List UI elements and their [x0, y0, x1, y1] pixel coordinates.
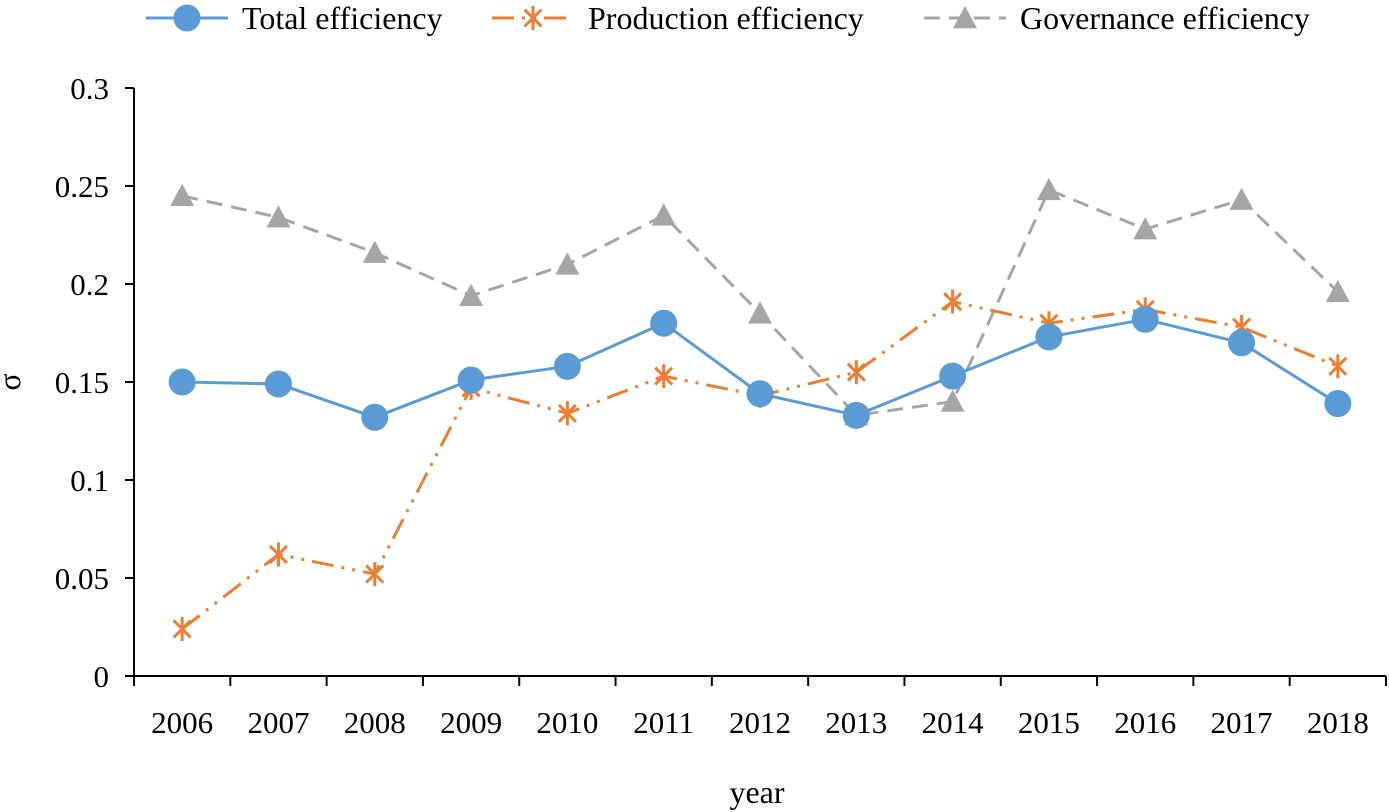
- y-tick-label: 0: [94, 659, 110, 694]
- data-point: [365, 562, 385, 587]
- data-point: [557, 401, 577, 426]
- data-point: [1133, 217, 1158, 240]
- legend-marker: [953, 6, 977, 29]
- x-tick-label: 2016: [1114, 705, 1176, 740]
- data-point: [1324, 390, 1352, 418]
- legend-item: Governance efficiency: [924, 0, 1310, 36]
- data-point: [650, 309, 678, 337]
- data-point: [1229, 187, 1254, 210]
- series-governance-efficiency: [170, 177, 1350, 426]
- y-tick-label: 0.3: [70, 71, 109, 106]
- data-point: [940, 389, 965, 412]
- data-point: [1035, 323, 1063, 351]
- series-layer: [168, 177, 1352, 641]
- legend-item: Production efficiency: [492, 0, 864, 36]
- axes: 0 0.05 0.1 0.15 0.2 0.25 0.3 2006 2007 2008 2009 20…: [55, 71, 1387, 740]
- data-point: [362, 240, 387, 263]
- series-production-efficiency: [172, 289, 1348, 641]
- data-point: [1228, 329, 1256, 357]
- data-point: [651, 203, 676, 226]
- x-tick-label: 2006: [151, 705, 213, 740]
- y-tick-label: 0.25: [55, 169, 109, 204]
- x-tick-label: 2011: [633, 705, 694, 740]
- data-point: [266, 205, 291, 228]
- x-tick-label: 2008: [344, 705, 406, 740]
- legend-label: Governance efficiency: [1020, 0, 1310, 36]
- x-tick-label: 2018: [1307, 705, 1369, 740]
- legend-item: Total efficiency: [146, 0, 443, 36]
- y-tick-label: 0.05: [55, 561, 109, 596]
- data-point: [361, 403, 389, 431]
- series-line: [181, 300, 1339, 631]
- data-point: [168, 368, 196, 396]
- data-point: [746, 380, 774, 408]
- x-tick-label: 2009: [440, 705, 502, 740]
- y-tick-label: 0.2: [70, 267, 109, 302]
- x-tick-label: 2015: [1018, 705, 1080, 740]
- data-point: [172, 616, 192, 641]
- data-point: [846, 360, 866, 385]
- data-point: [1328, 354, 1348, 379]
- data-point: [842, 401, 870, 429]
- data-point: [264, 370, 292, 398]
- data-point: [555, 252, 580, 275]
- data-point: [1325, 279, 1350, 303]
- x-tick-label: 2007: [247, 705, 309, 740]
- x-axis-title: year: [729, 774, 784, 810]
- x-tick-label: 2013: [825, 705, 887, 740]
- data-point: [553, 352, 581, 380]
- data-point: [457, 366, 485, 394]
- x-tick-label: 2017: [1211, 705, 1273, 740]
- data-point: [268, 542, 289, 567]
- legend-marker: [173, 4, 201, 32]
- legend: Total efficiency Production efficiency Gov…: [146, 0, 1310, 36]
- data-point: [654, 364, 674, 389]
- y-tick-label: 0.1: [70, 463, 109, 498]
- x-tick-label: 2010: [536, 705, 598, 740]
- data-point: [748, 301, 772, 324]
- x-tick-label: 2014: [922, 705, 985, 740]
- data-point: [459, 283, 484, 306]
- y-tick-label: 0.15: [55, 365, 109, 400]
- data-point: [170, 183, 195, 206]
- data-point: [939, 362, 967, 390]
- legend-label: Total efficiency: [242, 0, 443, 36]
- legend-marker: [523, 6, 543, 30]
- series-total-efficiency: [168, 305, 1352, 431]
- data-point: [943, 289, 963, 314]
- data-point: [1036, 177, 1061, 201]
- y-axis-title: σ: [0, 373, 27, 390]
- legend-label: Production efficiency: [588, 0, 864, 36]
- x-tick-label: 2012: [729, 705, 791, 740]
- data-point: [1131, 305, 1159, 333]
